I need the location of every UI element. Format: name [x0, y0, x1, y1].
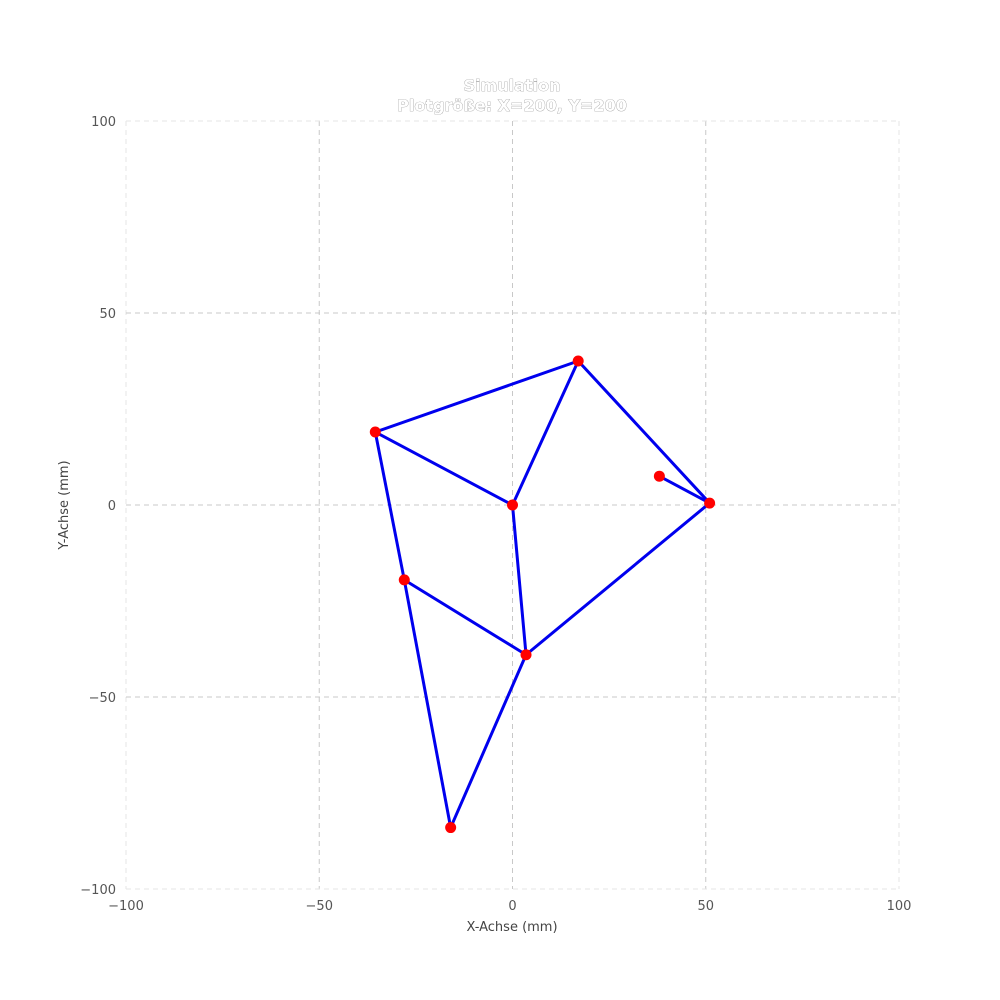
edge-line	[524, 501, 712, 657]
data-point	[572, 355, 584, 367]
edge-line	[576, 359, 712, 505]
x-tick-label: 0	[508, 899, 516, 914]
edge-line	[373, 430, 406, 582]
edge-line	[373, 359, 580, 434]
edge-line	[511, 359, 580, 507]
y-tick-label: 50	[99, 307, 116, 322]
edge-line	[511, 503, 528, 657]
y-tick-label: −50	[89, 691, 116, 706]
x-axis-label: X-Achse (mm)	[466, 920, 557, 935]
data-point	[520, 649, 532, 661]
y-tick-label: 0	[108, 499, 116, 514]
data-point	[507, 499, 518, 511]
nodes	[369, 355, 716, 834]
x-tick-label: −100	[108, 899, 144, 914]
data-point	[369, 426, 381, 438]
x-tick-label: 100	[887, 899, 912, 914]
y-tick-labels: −100 −50 0 50 100	[80, 115, 116, 898]
edge-line	[402, 578, 528, 657]
y-tick-label: 100	[91, 115, 116, 130]
x-tick-label: 50	[697, 899, 714, 914]
chart-subtitle: Plotgröße: X=200, Y=200	[397, 96, 627, 115]
y-tick-label: −100	[80, 883, 116, 898]
chart-title: Simulation	[464, 76, 561, 95]
x-tick-labels: −100 −50 0 50 100	[108, 899, 911, 914]
edge-line	[402, 578, 453, 830]
edge-line	[449, 653, 528, 830]
x-tick-label: −50	[306, 899, 333, 914]
edge-line	[373, 430, 514, 507]
edges	[373, 359, 712, 830]
data-point	[704, 497, 716, 509]
data-point	[653, 470, 665, 482]
data-point	[398, 574, 410, 586]
grid	[125, 120, 900, 890]
y-axis-label: Y-Achse (mm)	[57, 460, 72, 550]
data-point	[445, 822, 457, 834]
edge-line	[657, 474, 712, 505]
